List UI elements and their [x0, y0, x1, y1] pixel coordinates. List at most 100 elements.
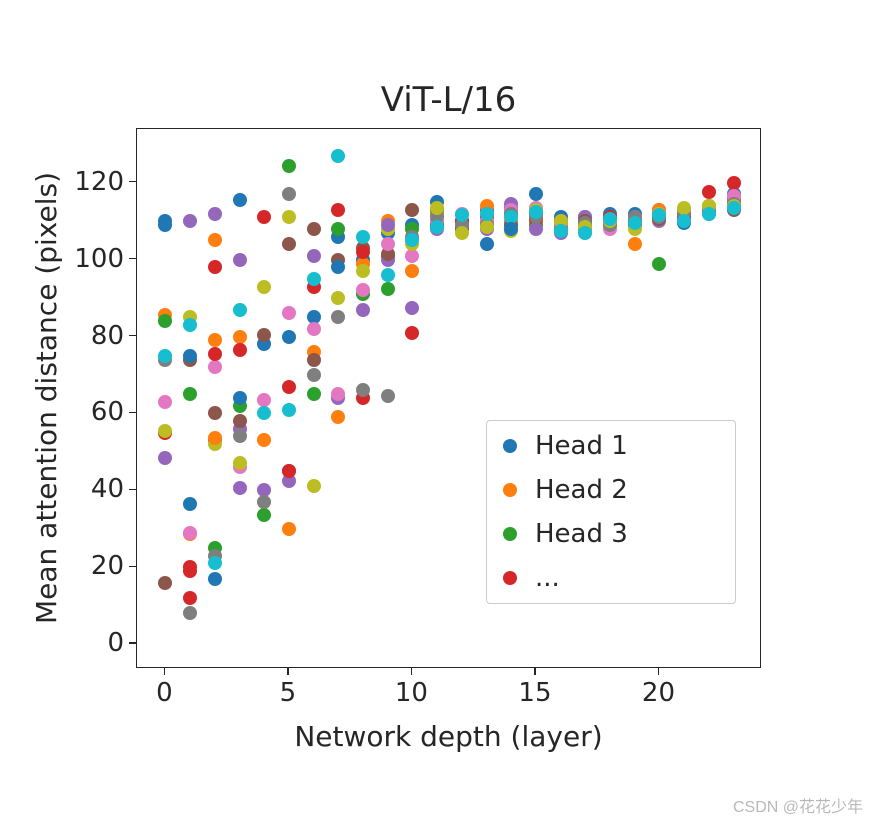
- legend-item: Head 1: [503, 433, 719, 459]
- scatter-point: [257, 328, 271, 342]
- scatter-point: [282, 306, 296, 320]
- scatter-point: [480, 237, 494, 251]
- scatter-point: [331, 410, 345, 424]
- scatter-point: [233, 343, 247, 357]
- scatter-point: [282, 330, 296, 344]
- scatter-point: [381, 389, 395, 403]
- scatter-point: [356, 283, 370, 297]
- y-tick-label: 100: [74, 244, 124, 274]
- legend-label: Head 1: [535, 433, 628, 459]
- scatter-point: [480, 220, 494, 234]
- scatter-point: [578, 226, 592, 240]
- y-tick-label: 0: [107, 628, 124, 658]
- scatter-point: [652, 208, 666, 222]
- x-tick-label: 0: [156, 678, 173, 708]
- scatter-point: [233, 253, 247, 267]
- legend-label: Head 2: [535, 477, 628, 503]
- scatter-point: [381, 268, 395, 282]
- y-tick-label: 120: [74, 167, 124, 197]
- scatter-point: [480, 207, 494, 221]
- x-axis-label: Network depth (layer): [136, 720, 761, 753]
- scatter-point: [405, 326, 419, 340]
- scatter-point: [307, 322, 321, 336]
- x-tick-mark: [534, 668, 535, 675]
- scatter-point: [430, 220, 444, 234]
- scatter-point: [208, 233, 222, 247]
- scatter-point: [405, 203, 419, 217]
- scatter-point: [307, 249, 321, 263]
- scatter-point: [257, 406, 271, 420]
- scatter-point: [356, 245, 370, 259]
- scatter-point: [233, 429, 247, 443]
- scatter-point: [257, 508, 271, 522]
- y-tick-label: 80: [91, 321, 124, 351]
- scatter-point: [702, 207, 716, 221]
- scatter-point: [183, 349, 197, 363]
- x-tick-label: 20: [642, 678, 675, 708]
- scatter-point: [455, 226, 469, 240]
- scatter-point: [727, 176, 741, 190]
- scatter-point: [282, 210, 296, 224]
- scatter-point: [158, 349, 172, 363]
- legend-marker-icon: [503, 483, 517, 497]
- y-tick-label: 20: [91, 551, 124, 581]
- legend-item: ...: [503, 565, 719, 591]
- scatter-point: [183, 526, 197, 540]
- scatter-point: [183, 497, 197, 511]
- y-tick-mark: [129, 566, 136, 567]
- x-tick-label: 5: [280, 678, 297, 708]
- scatter-point: [183, 591, 197, 605]
- scatter-point: [233, 391, 247, 405]
- scatter-point: [158, 314, 172, 328]
- scatter-point: [158, 395, 172, 409]
- y-tick-label: 60: [91, 397, 124, 427]
- scatter-point: [257, 393, 271, 407]
- scatter-point: [282, 380, 296, 394]
- scatter-point: [504, 222, 518, 236]
- y-tick-mark: [129, 258, 136, 259]
- scatter-point: [233, 193, 247, 207]
- scatter-point: [381, 237, 395, 251]
- scatter-point: [183, 214, 197, 228]
- scatter-point: [331, 260, 345, 274]
- y-tick-mark: [129, 412, 136, 413]
- scatter-point: [652, 257, 666, 271]
- scatter-point: [529, 205, 543, 219]
- y-tick-label: 40: [91, 474, 124, 504]
- scatter-point: [282, 187, 296, 201]
- scatter-point: [307, 272, 321, 286]
- x-tick-mark: [287, 668, 288, 675]
- scatter-point: [208, 431, 222, 445]
- scatter-point: [282, 403, 296, 417]
- y-tick-mark: [129, 335, 136, 336]
- chart-title: ViT-L/16: [136, 80, 761, 120]
- scatter-point: [405, 233, 419, 247]
- legend-marker-icon: [503, 439, 517, 453]
- scatter-point: [405, 264, 419, 278]
- legend-marker-icon: [503, 571, 517, 585]
- y-axis-label: Mean attention distance (pixels): [30, 128, 63, 668]
- scatter-point: [257, 433, 271, 447]
- scatter-point: [208, 333, 222, 347]
- scatter-point: [257, 210, 271, 224]
- scatter-point: [331, 203, 345, 217]
- scatter-point: [331, 291, 345, 305]
- legend-label: ...: [535, 565, 560, 591]
- scatter-point: [208, 572, 222, 586]
- scatter-point: [702, 185, 716, 199]
- scatter-point: [628, 216, 642, 230]
- x-tick-mark: [164, 668, 165, 675]
- scatter-point: [677, 214, 691, 228]
- scatter-point: [554, 224, 568, 238]
- x-tick-mark: [411, 668, 412, 675]
- scatter-point: [208, 360, 222, 374]
- scatter-point: [233, 330, 247, 344]
- legend: Head 1Head 2Head 3...: [486, 420, 736, 604]
- figure: ViT-L/16 Mean attention distance (pixels…: [0, 0, 881, 829]
- scatter-point: [282, 237, 296, 251]
- scatter-point: [208, 260, 222, 274]
- scatter-point: [529, 187, 543, 201]
- scatter-point: [356, 303, 370, 317]
- scatter-point: [307, 387, 321, 401]
- scatter-point: [158, 576, 172, 590]
